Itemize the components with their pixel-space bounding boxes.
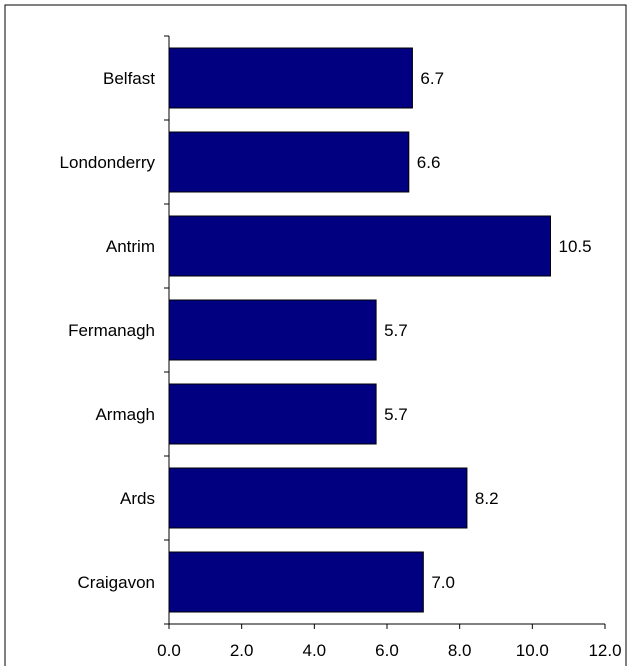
bar-londonderry	[168, 131, 410, 193]
value-label-belfast: 6.7	[420, 69, 444, 88]
value-labels-group: 6.7 6.6 10.5 5.7 5.7 8.2 7.0	[384, 69, 591, 592]
category-label-armagh: Armagh	[95, 405, 155, 424]
bar-belfast	[168, 47, 413, 109]
value-label-antrim: 10.5	[559, 237, 592, 256]
category-label-antrim: Antrim	[106, 237, 155, 256]
x-tick-label: 10.0	[516, 641, 549, 660]
value-label-craigavon: 7.0	[431, 573, 455, 592]
value-label-fermanagh: 5.7	[384, 321, 408, 340]
bars-group	[168, 47, 551, 613]
category-label-craigavon: Craigavon	[78, 573, 156, 592]
bar-ards	[168, 467, 468, 529]
value-label-londonderry: 6.6	[417, 153, 441, 172]
x-tick-label: 8.0	[448, 641, 472, 660]
bar-fermanagh	[168, 299, 377, 361]
x-tick-label: 2.0	[230, 641, 254, 660]
x-tick-label: 6.0	[375, 641, 399, 660]
category-label-fermanagh: Fermanagh	[68, 321, 155, 340]
bar-antrim	[168, 215, 551, 277]
value-label-ards: 8.2	[475, 489, 499, 508]
x-tick-label: 4.0	[303, 641, 327, 660]
bar-craigavon	[168, 551, 424, 613]
value-label-armagh: 5.7	[384, 405, 408, 424]
category-label-ards: Ards	[120, 489, 155, 508]
category-label-londonderry: Londonderry	[60, 153, 156, 172]
category-label-belfast: Belfast	[103, 69, 155, 88]
x-tick-label: 0.0	[157, 641, 181, 660]
bar-armagh	[168, 383, 377, 445]
axes-group	[164, 35, 606, 629]
x-tick-label: 12.0	[588, 641, 621, 660]
category-labels-group: Belfast Londonderry Antrim Fermanagh Armagh A…	[60, 69, 156, 592]
tick-labels-group: 0.0 2.0 4.0 6.0 8.0 10.0 12.0	[157, 641, 621, 660]
